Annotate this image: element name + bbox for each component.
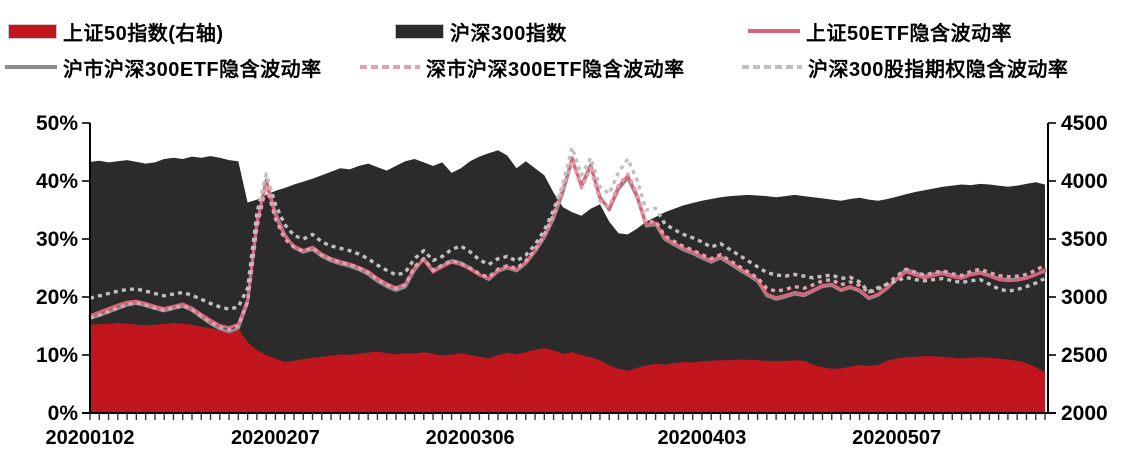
legend-label: 沪深300股指期权隐含波动率 xyxy=(808,58,1069,81)
x-axis-date-label: 20200102 xyxy=(46,427,135,449)
csi300-index-area xyxy=(90,150,1045,414)
legend-item-csi300-option-iv: 沪深300股指期权隐含波动率 xyxy=(742,55,1069,81)
legend-item-csi300-index: 沪深300指数 xyxy=(395,19,567,45)
left-axis-tick-label: 40% xyxy=(36,170,78,193)
sse50etf-iv-swatch xyxy=(748,29,800,33)
legend-item-sse50-index: 上证50指数(右轴) xyxy=(8,19,224,45)
chart-legend: 上证50指数(右轴) 沪深300指数 上证50ETF隐含波动率 沪市沪深300E… xyxy=(0,0,1140,92)
csi300-option-iv-line xyxy=(89,145,1046,311)
legend-label: 沪市沪深300ETF隐含波动率 xyxy=(63,58,322,81)
legend-label: 上证50指数(右轴) xyxy=(63,22,224,45)
csi300-index-swatch xyxy=(395,23,444,39)
legend-label: 深市沪深300ETF隐含波动率 xyxy=(426,58,685,81)
left-axis-tick-label: 0% xyxy=(48,402,79,425)
legend-label: 沪深300指数 xyxy=(450,22,567,45)
right-axis-tick-label: 3500 xyxy=(1061,228,1108,251)
legend-label: 上证50ETF隐含波动率 xyxy=(806,22,1013,45)
legend-item-sh-csi300etf-iv: 沪市沪深300ETF隐含波动率 xyxy=(5,55,322,81)
sz-csi300etf-iv-swatch xyxy=(360,65,420,69)
x-axis-date-label: 20200507 xyxy=(852,427,941,449)
right-axis-tick-label: 4500 xyxy=(1061,112,1108,135)
right-axis-tick-label: 3000 xyxy=(1061,286,1108,309)
sse50-index-area xyxy=(90,323,1045,413)
legend-item-sse50etf-iv: 上证50ETF隐含波动率 xyxy=(748,19,1013,45)
right-axis-tick-label: 2500 xyxy=(1061,344,1108,367)
sh-csi300etf-iv-swatch xyxy=(5,65,57,69)
left-axis-tick-label: 10% xyxy=(36,344,78,367)
right-axis-tick-label: 2000 xyxy=(1061,402,1108,425)
left-axis-tick-label: 20% xyxy=(36,286,78,309)
left-axis-tick-label: 30% xyxy=(36,228,78,251)
left-axis-tick-label: 50% xyxy=(36,112,78,135)
legend-item-sz-csi300etf-iv: 深市沪深300ETF隐含波动率 xyxy=(360,55,685,81)
csi300-option-iv-swatch xyxy=(742,65,802,69)
x-axis-date-label: 20200306 xyxy=(426,427,515,449)
x-axis-date-label: 20200403 xyxy=(657,427,746,449)
sse50-index-swatch xyxy=(8,23,57,39)
x-axis-date-label: 20200207 xyxy=(231,427,320,449)
right-axis-tick-label: 4000 xyxy=(1061,170,1108,193)
